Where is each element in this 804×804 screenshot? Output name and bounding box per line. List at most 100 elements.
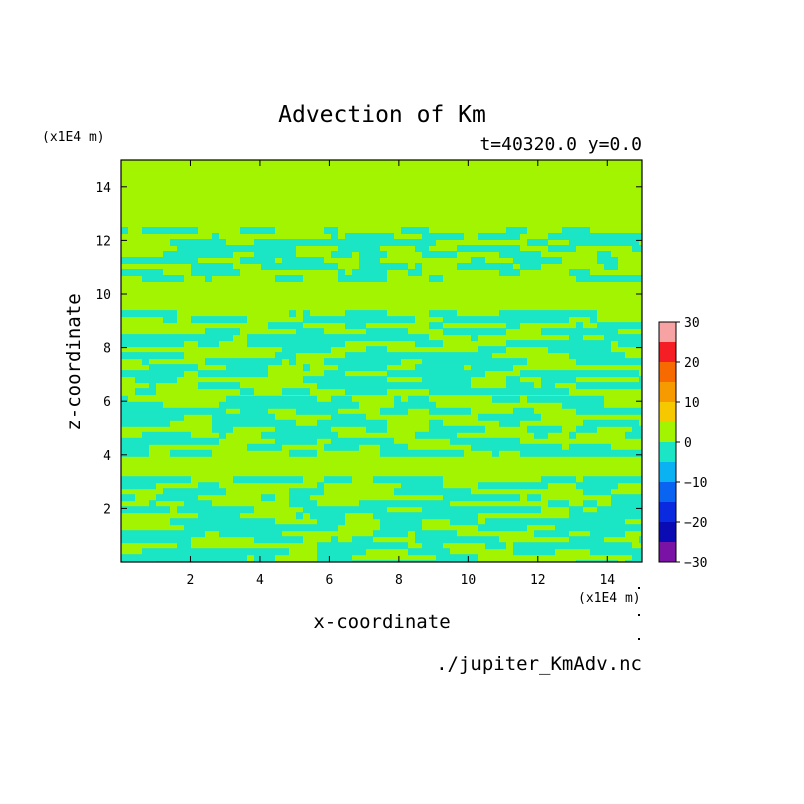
anomaly-cell [170,437,205,445]
anomaly-cell [170,364,198,372]
anomaly-cell [156,494,198,502]
anomaly-cell [282,437,317,445]
anomaly-cell [555,346,583,354]
anomaly-cell [583,233,597,240]
anomaly-cell [310,340,345,348]
anomaly-cell [135,413,163,421]
anomaly-cell [639,449,642,457]
anomaly-cell [541,340,569,348]
anomaly-cell [625,358,642,366]
anomaly-cell [492,328,506,336]
colorbar-tick-label: −30 [684,556,707,571]
anomaly-cell [513,257,541,264]
anomaly-cell [324,370,345,378]
anomaly-cell [331,437,373,445]
anomaly-cell [289,500,317,508]
anomaly-cell [492,449,499,457]
y-tick-label: 8 [103,342,111,357]
anomaly-cell [331,395,352,403]
anomaly-cell [380,449,415,457]
anomaly-cell [359,251,373,258]
anomaly-cell [380,263,408,270]
anomaly-cell [163,316,177,324]
anomaly-cell [324,358,345,366]
anomaly-cell [240,407,268,415]
anomaly-cell [324,227,338,234]
y-axis-unit: (x1E4 m) [42,130,105,145]
anomaly-cell [191,263,233,270]
anomaly-cell [324,554,352,562]
anomaly-cell [597,352,611,360]
anomaly-cell [639,376,642,384]
anomaly-cell [317,401,359,409]
anomaly-cell [268,548,275,556]
anomaly-cell [121,352,135,360]
anomaly-cell [541,328,555,336]
anomaly-cell [121,407,156,415]
anomaly-cell [121,536,156,544]
anomaly-cell [163,352,184,360]
anomaly-cell [268,322,303,330]
anomaly-cell [492,395,520,403]
colorbar-swatch [659,502,676,522]
anomaly-cell [380,443,408,451]
anomaly-cell [415,530,457,538]
anomaly-cell [338,364,352,372]
anomaly-cell [303,263,338,270]
colorbar-swatch [659,322,676,342]
anomaly-cell [338,269,345,276]
anomaly-cell [380,233,394,240]
anomaly-cell [548,500,569,508]
anomaly-cell [534,370,569,378]
anomaly-cell [520,263,541,270]
anomaly-cell [415,364,457,372]
anomaly-cell [436,382,471,390]
anomaly-cell [247,443,282,451]
anomaly-cell [401,370,443,378]
anomaly-cell [576,407,618,415]
anomaly-cell [240,388,254,396]
anomaly-cell [492,443,506,451]
anomaly-cell [128,530,170,538]
anomaly-cell [149,500,156,508]
anomaly-cell [198,340,219,348]
anomaly-cell [191,269,198,276]
anomaly-cell [457,512,478,520]
colorbar-swatch [659,382,676,402]
anomaly-cell [359,269,387,276]
anomaly-cell [513,548,534,556]
colorbar-tick-label: 30 [684,316,700,331]
anomaly-cell [289,346,331,354]
anomaly-cell [415,340,443,348]
anomaly-cell [443,370,485,378]
anomaly-cell [471,334,478,342]
anomaly-cell [275,334,289,342]
anomaly-cell [485,542,506,550]
anomaly-cell [219,401,240,409]
anomaly-cell [156,407,191,415]
anomaly-cell [163,554,184,562]
anomaly-cell [429,407,443,415]
anomaly-cell [471,352,492,360]
anomaly-cell [163,548,198,556]
anomaly-cell [198,334,233,342]
anomaly-cell [506,443,520,451]
anomaly-cell [534,431,548,439]
anomaly-cell [422,358,450,366]
anomaly-cell [289,358,296,366]
anomaly-cell [345,382,380,390]
anomaly-cell [135,419,170,427]
plot-frame [120,159,643,563]
anomaly-cell [485,316,527,324]
anomaly-cell [380,518,422,526]
anomaly-cell [240,419,282,427]
anomaly-cell [331,536,338,544]
anomaly-cell [254,554,275,562]
anomaly-cell [590,370,618,378]
anomaly-cell [506,518,541,526]
anomaly-cell [387,370,401,378]
anomaly-cell [499,358,527,366]
anomaly-cell [443,233,464,240]
anomaly-cell [380,542,408,550]
anomaly-cell [338,245,380,252]
